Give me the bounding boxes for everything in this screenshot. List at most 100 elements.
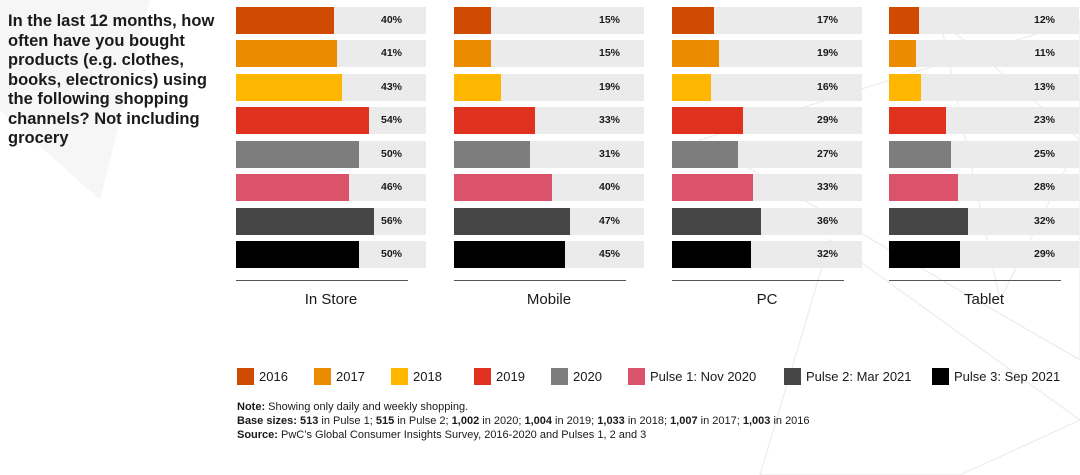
bar-row: 50% (236, 241, 426, 268)
legend-label: 2016 (259, 369, 288, 384)
panel-axis-line (672, 280, 844, 281)
bar (454, 174, 552, 201)
bar-row: 15% (454, 7, 644, 34)
note-line: Note: Showing only daily and weekly shop… (237, 400, 810, 414)
panel-tablet: 12% 11% 13% 23% 25% 28% 32% 29% Tablet (889, 7, 1079, 312)
bar (236, 174, 349, 201)
bar-row: 19% (672, 40, 862, 67)
base-size-group: in 2016 (770, 415, 810, 427)
bar (889, 208, 968, 235)
base-size-group: in 2018; (624, 415, 671, 427)
base-size-group: in 2017; (697, 415, 743, 427)
legend-swatch (784, 368, 801, 385)
bar-row: 13% (889, 74, 1079, 101)
bar-value-label: 25% (1033, 148, 1055, 160)
panel-title: PC (756, 291, 778, 308)
bar-row: 23% (889, 107, 1079, 134)
base-size-value: 1,033 (597, 415, 625, 427)
legend-swatch (474, 368, 491, 385)
bar-row: 40% (454, 174, 644, 201)
base-size-group: in 2020; (479, 415, 525, 427)
bar (454, 107, 535, 134)
panel-title: Tablet (963, 291, 1005, 308)
base-size-value: 515 (375, 415, 395, 427)
bar-row: 27% (672, 141, 862, 168)
source-label: Source: (237, 429, 278, 441)
bar (672, 74, 711, 101)
panel-pc: 17% 19% 16% 29% 27% 33% 36% 32% PC (672, 7, 862, 312)
base-size-value: 1,004 (524, 415, 552, 427)
bar (454, 241, 565, 268)
source-line: Source: PwC’s Global Consumer Insights S… (237, 428, 810, 442)
bar (454, 7, 491, 34)
legend-swatch (551, 368, 568, 385)
bar-value-label: 29% (1033, 248, 1055, 260)
bar (672, 7, 714, 34)
bar-row: 28% (889, 174, 1079, 201)
legend-label: 2020 (573, 369, 602, 384)
base-size-value: 1,002 (451, 415, 480, 427)
legend-label: 2017 (336, 369, 365, 384)
bar-row: 46% (236, 174, 426, 201)
legend-label: 2018 (413, 369, 442, 384)
bar-row: 32% (672, 241, 862, 268)
note-text: Showing only daily and weekly shopping. (265, 401, 469, 413)
base-sizes-line: Base sizes: 513 in Pulse 1; 515 in Pulse… (237, 414, 810, 428)
bar-value-label: 47% (598, 215, 620, 227)
bar-value-label: 28% (1033, 181, 1055, 193)
panel-title: In Store (304, 291, 358, 308)
bar-track (889, 40, 1079, 67)
bar (672, 241, 751, 268)
source-text: PwC’s Global Consumer Insights Survey, 2… (277, 429, 647, 441)
bar-value-label: 36% (816, 215, 838, 227)
bar-value-label: 41% (380, 47, 402, 59)
bar-row: 19% (454, 74, 644, 101)
bar-row: 47% (454, 208, 644, 235)
panel-axis-line (236, 280, 408, 281)
bar (236, 40, 337, 67)
bar (672, 208, 761, 235)
bar (889, 7, 919, 34)
bar-value-label: 31% (598, 148, 620, 160)
bar-row: 31% (454, 141, 644, 168)
panel-axis-line (889, 280, 1061, 281)
bar-value-label: 46% (380, 181, 402, 193)
bar (236, 241, 359, 268)
legend-label: Pulse 3: Sep 2021 (954, 369, 1061, 384)
bar (236, 74, 342, 101)
bar (454, 74, 501, 101)
legend-swatch (314, 368, 331, 385)
bar-row: 32% (889, 208, 1079, 235)
bar (236, 208, 374, 235)
bar (236, 141, 359, 168)
chart-notes: Note: Showing only daily and weekly shop… (237, 400, 810, 442)
note-label: Note: (237, 401, 266, 413)
base-size-value: 1,003 (742, 415, 771, 427)
bar (672, 40, 719, 67)
base-size-group: in Pulse 1; (318, 415, 376, 427)
bar-value-label: 15% (598, 47, 620, 59)
bar-row: 41% (236, 40, 426, 67)
panel-mobile: 15% 15% 19% 33% 31% 40% 47% 45% Mobile (454, 7, 644, 312)
bar-value-label: 54% (380, 114, 402, 126)
bar-value-label: 12% (1033, 14, 1055, 26)
chart-question: In the last 12 months, how often have yo… (8, 12, 215, 147)
bar (889, 74, 921, 101)
bar-value-label: 13% (1033, 81, 1055, 93)
bar-row: 15% (454, 40, 644, 67)
bar-value-label: 40% (598, 181, 620, 193)
panel-in-store: 40% 41% 43% 54% 50% 46% 56% 50% In Store (236, 7, 426, 312)
bar (889, 174, 958, 201)
bar-value-label: 56% (380, 215, 402, 227)
bar-value-label: 16% (816, 81, 838, 93)
bar-row: 40% (236, 7, 426, 34)
bar-value-label: 40% (380, 14, 402, 26)
bar-row: 16% (672, 74, 862, 101)
bar-value-label: 11% (1034, 47, 1055, 59)
bar (672, 141, 738, 168)
bar-value-label: 50% (380, 248, 402, 260)
bar-row: 11% (889, 40, 1079, 67)
base-size-value: 513 (299, 415, 319, 427)
base-size-group: in 2019; (552, 415, 598, 427)
bar-row: 36% (672, 208, 862, 235)
